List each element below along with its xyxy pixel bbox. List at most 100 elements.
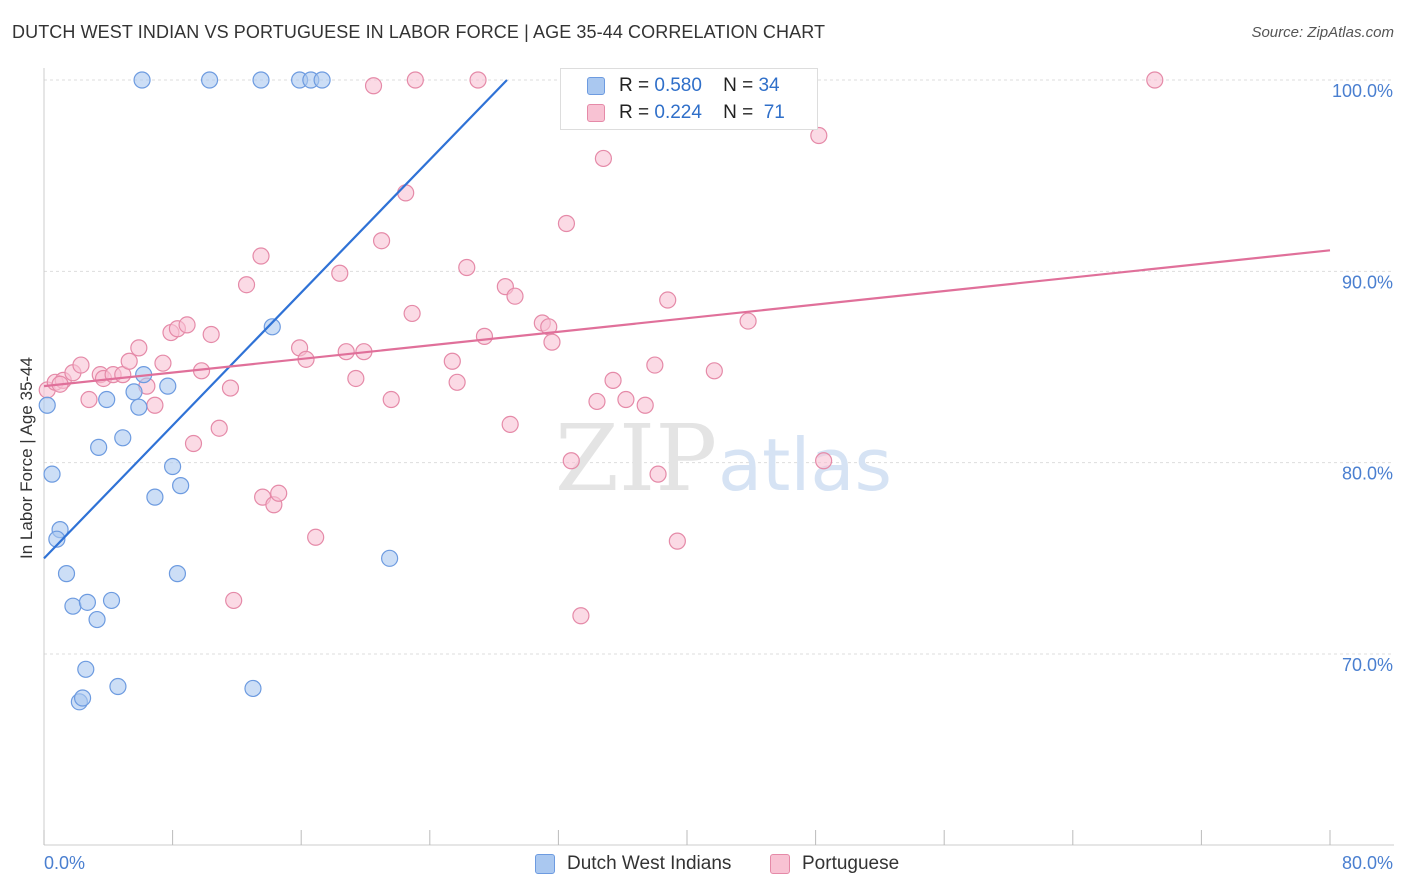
y-axis-label: In Labor Force | Age 35-44 [17, 357, 36, 559]
portuguese-point [594, 149, 613, 168]
dutch-west-indian-point [98, 390, 116, 409]
dutch-west-indian-point [109, 677, 127, 696]
portuguese-point [458, 258, 476, 277]
watermark: ZIP atlas [555, 405, 892, 512]
portuguese-point [501, 415, 519, 433]
dutch-west-indian-point [200, 71, 219, 89]
dutch-west-indian-point [313, 71, 331, 89]
legend-r-label: R = [619, 75, 650, 96]
dutch-west-indian-point [43, 465, 61, 483]
legend-r-value-dutch: 0.580 [654, 75, 702, 96]
portuguese-point [210, 419, 228, 437]
trend-line-dutch [43, 79, 508, 560]
dutch-west-indian-point [57, 565, 76, 583]
trend-line-portuguese [43, 249, 1331, 388]
portuguese-point [810, 126, 828, 145]
dutch-west-indian-point [172, 477, 190, 495]
chart-title: DUTCH WEST INDIAN VS PORTUGUESE IN LABOR… [12, 22, 826, 42]
portuguese-point [562, 452, 580, 470]
legend-r-label: R = [619, 102, 650, 123]
portuguese-point [1146, 71, 1164, 89]
portuguese-point [337, 343, 355, 361]
portuguese-point [469, 71, 487, 89]
dutch-west-indian-point [159, 377, 177, 395]
y-tick-label-90: 90.0% [1342, 272, 1393, 292]
dutch-west-indian-point [252, 71, 270, 89]
bottom-legend-label-dutch: Dutch West Indians [567, 853, 732, 874]
portuguese-point [237, 276, 256, 294]
portuguese-point [617, 390, 635, 409]
portuguese-point [403, 304, 421, 323]
legend-n-value-portuguese: 71 [763, 102, 785, 123]
portuguese-point [543, 333, 561, 351]
portuguese-point [120, 352, 138, 370]
portuguese-point [646, 356, 664, 374]
axes [43, 68, 1394, 846]
legend-n-label: N = [723, 75, 754, 96]
y-tick-labels: 70.0% 80.0% 90.0% 100.0% [1332, 81, 1393, 675]
x-tick-label-min: 0.0% [44, 853, 85, 873]
portuguese-point [221, 379, 240, 397]
portuguese-point [225, 591, 243, 610]
portuguese-point [307, 528, 325, 546]
portuguese-point [331, 264, 349, 282]
stats-legend: R = 0.580 N = 34 R = 0.224 N = 71 [560, 68, 818, 130]
portuguese-point [202, 325, 220, 344]
dutch-west-indian-point [78, 593, 97, 611]
portuguese-point [506, 287, 524, 305]
portuguese-point [406, 71, 424, 89]
portuguese-point [252, 247, 270, 265]
dutch-west-indian-point [146, 488, 164, 506]
dutch-west-indian-point [88, 610, 106, 629]
legend-swatch-portuguese [587, 104, 605, 122]
bottom-legend-swatch-portuguese [770, 854, 790, 874]
legend-n-value-dutch: 34 [758, 75, 780, 96]
portuguese-point [475, 327, 494, 345]
portuguese-point [557, 214, 576, 233]
portuguese-point [443, 352, 461, 370]
bottom-legend-label-portuguese: Portuguese [802, 853, 900, 874]
portuguese-points [38, 71, 1164, 625]
dutch-west-indian-points [38, 71, 613, 711]
y-tick-label-80: 80.0% [1342, 464, 1393, 484]
x-tick-labels: 0.0% 80.0% [44, 853, 1393, 873]
portuguese-point [146, 396, 164, 414]
portuguese-point [448, 373, 466, 391]
portuguese-point [184, 434, 203, 453]
portuguese-point [636, 396, 654, 414]
portuguese-point [372, 232, 391, 250]
trend-lines [43, 79, 1331, 560]
dutch-west-indian-point [48, 530, 66, 548]
dutch-west-indian-point [125, 383, 143, 401]
watermark-atlas: atlas [718, 423, 892, 507]
portuguese-point [154, 354, 172, 372]
portuguese-point [588, 392, 606, 411]
portuguese-point [382, 390, 400, 409]
dutch-west-indian-point [38, 396, 56, 414]
dutch-west-indian-point [381, 549, 399, 567]
portuguese-point [397, 184, 415, 202]
portuguese-point [649, 465, 667, 483]
portuguese-point [80, 390, 98, 409]
source-label: Source: ZipAtlas.com [1251, 24, 1394, 41]
y-tick-label-100: 100.0% [1332, 81, 1393, 101]
dutch-west-indian-point [133, 71, 151, 89]
portuguese-point [705, 362, 723, 380]
portuguese-point [604, 371, 622, 389]
portuguese-point [347, 369, 365, 388]
y-tick-label-70: 70.0% [1342, 655, 1393, 675]
dutch-west-indian-point [77, 660, 95, 678]
dutch-west-indian-point [102, 591, 121, 610]
dutch-west-indian-point [114, 429, 132, 447]
legend-r-value-portuguese: 0.224 [654, 102, 702, 123]
dutch-west-indian-point [64, 597, 82, 615]
portuguese-point [659, 291, 677, 309]
dutch-west-indian-point [130, 398, 148, 416]
portuguese-point [739, 312, 757, 330]
bottom-legend-swatch-dutch [535, 854, 555, 874]
x-tick-label-max: 80.0% [1342, 853, 1393, 873]
portuguese-point [572, 607, 590, 625]
dutch-west-indian-point [164, 457, 182, 476]
portuguese-point [130, 339, 148, 357]
